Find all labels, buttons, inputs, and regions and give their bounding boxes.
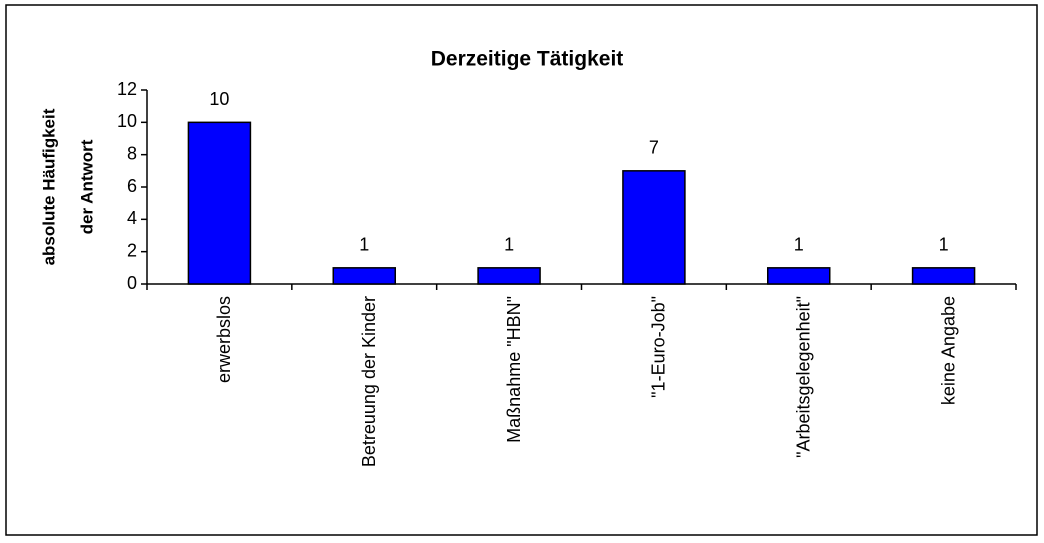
- y-tick-label: 0: [127, 273, 137, 293]
- data-label: 1: [359, 235, 369, 255]
- chart-title: Derzeitige Tätigkeit: [431, 48, 624, 71]
- data-label: 1: [939, 235, 949, 255]
- bar: [622, 170, 686, 285]
- bar: [332, 267, 396, 285]
- x-tick-label: "Arbeitsgelegenheit": [794, 296, 814, 458]
- bar: [187, 121, 252, 285]
- x-tick-label: Betreuung der Kinder: [359, 296, 379, 467]
- x-tick-label: keine Angabe: [938, 296, 958, 405]
- data-label: 10: [209, 89, 229, 109]
- x-tick-label: erwerbslos: [214, 296, 234, 383]
- data-label: 7: [649, 138, 659, 158]
- y-axis-title: der Antwort: [77, 139, 96, 234]
- bar: [911, 267, 976, 285]
- x-tick-label: "1-Euro-Job": [649, 296, 669, 398]
- data-label: 1: [504, 235, 514, 255]
- y-tick-label: 8: [127, 143, 137, 163]
- bar: [767, 267, 831, 285]
- y-tick-label: 2: [127, 240, 137, 260]
- y-axis-title: absolute Häufigkeit: [39, 108, 58, 265]
- y-tick-label: 10: [117, 111, 137, 131]
- y-tick-label: 12: [117, 79, 137, 99]
- y-tick-label: 6: [127, 176, 137, 196]
- bar: [477, 267, 541, 285]
- x-tick-label: Maßnahme "HBN": [504, 296, 524, 443]
- data-label: 1: [794, 235, 804, 255]
- y-tick-label: 4: [127, 208, 137, 228]
